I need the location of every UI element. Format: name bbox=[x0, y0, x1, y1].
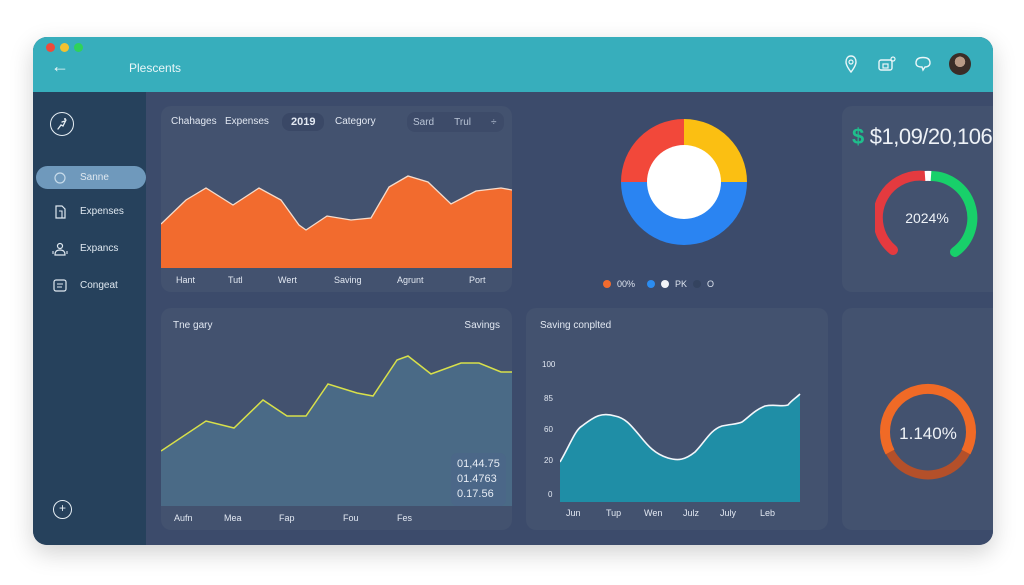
x-label: July bbox=[720, 508, 737, 518]
sidebar-item-sanne[interactable]: Sanne bbox=[36, 166, 146, 189]
balance-gauge bbox=[875, 170, 978, 257]
legend-label: PK bbox=[675, 279, 688, 289]
year-selector[interactable]: 2019 bbox=[282, 113, 325, 131]
dashboard-main: Chahages Expenses 2019 Category Sard Tru… bbox=[146, 92, 993, 545]
y-tick: 0 bbox=[548, 490, 553, 499]
y-tick: 60 bbox=[544, 425, 553, 434]
segment-sard[interactable]: Sard bbox=[413, 116, 435, 128]
sidebar-item-expancs[interactable]: Expancs bbox=[36, 237, 146, 260]
tooltip-line: 0.17.56 bbox=[457, 488, 494, 500]
savings-line-chart bbox=[161, 355, 512, 506]
tooltip-line: 01,44.75 bbox=[457, 458, 500, 470]
card-title: Saving conplted bbox=[540, 320, 612, 331]
plus-circle-icon[interactable]: + bbox=[53, 500, 72, 519]
document-icon bbox=[52, 204, 68, 219]
user-avatar[interactable] bbox=[949, 53, 971, 75]
tab-category[interactable]: Category bbox=[335, 116, 376, 127]
value-tooltip: 01,44.75 01.4763 0.17.56 bbox=[451, 453, 506, 506]
chat-bubble-icon[interactable] bbox=[913, 54, 933, 74]
x-label: Fap bbox=[279, 513, 295, 523]
category-donut-card: 00% PK O bbox=[561, 106, 811, 292]
progress-value: 1.140% bbox=[899, 424, 957, 443]
dollar-icon: $ bbox=[852, 124, 864, 149]
divide-icon[interactable]: ÷ bbox=[490, 116, 497, 128]
expenses-area-chart bbox=[161, 175, 512, 268]
balance-amount: $ $1,09/20,106 bbox=[852, 124, 993, 150]
y-tick: 85 bbox=[544, 394, 553, 403]
legend-dot-orange bbox=[603, 280, 611, 288]
x-label: Tup bbox=[606, 508, 622, 518]
runner-logo-icon[interactable] bbox=[50, 112, 74, 136]
x-label: Aufn bbox=[174, 513, 193, 523]
location-pin-icon[interactable] bbox=[841, 54, 861, 74]
x-label: Jun bbox=[566, 508, 581, 518]
segmented-control: Sard Trul ÷ bbox=[407, 112, 504, 132]
sidebar-item-expenses[interactable]: Expenses bbox=[36, 200, 146, 223]
saving-completed-area-chart bbox=[560, 393, 801, 502]
minimize-window-button[interactable] bbox=[60, 43, 69, 52]
sidebar: Sanne Expenses Expancs Congeat + bbox=[33, 92, 146, 545]
arrow-left-icon[interactable]: ← bbox=[51, 56, 69, 76]
x-label: Leb bbox=[760, 508, 776, 518]
gauge-value: 2024% bbox=[905, 210, 949, 226]
user-icon bbox=[52, 242, 68, 256]
sidebar-item-congeat[interactable]: Congeat bbox=[36, 274, 146, 297]
balance-card: $ $1,09/20,106 2024% bbox=[842, 106, 993, 292]
y-tick: 20 bbox=[544, 456, 553, 465]
legend-label: O bbox=[707, 279, 715, 289]
sidebar-item-label: Congeat bbox=[80, 280, 118, 291]
sidebar-item-label: Sanne bbox=[80, 172, 109, 183]
card-title: Tne gary bbox=[173, 320, 213, 331]
saving-completed-card: Saving conplted 100 85 60 20 0 Jun Tup W… bbox=[526, 308, 828, 530]
close-window-button[interactable] bbox=[46, 43, 55, 52]
smile-icon bbox=[52, 171, 68, 184]
balance-value: $1,09/20,106 bbox=[869, 124, 993, 149]
x-label: Saving bbox=[334, 275, 362, 285]
legend-dot-blue bbox=[647, 280, 656, 288]
app-window: ← Plescents Sanne bbox=[33, 37, 993, 545]
maximize-window-button[interactable] bbox=[74, 43, 83, 52]
x-label: Port bbox=[469, 275, 486, 285]
y-tick: 100 bbox=[542, 360, 556, 369]
tooltip-line: 01.4763 bbox=[457, 473, 497, 485]
sidebar-item-label: Expenses bbox=[80, 206, 124, 217]
legend-dot-dark bbox=[693, 280, 702, 288]
clipboard-icon bbox=[52, 279, 68, 292]
app-title: Plescents bbox=[129, 61, 182, 75]
x-label: Wen bbox=[644, 508, 663, 518]
x-label: Agrunt bbox=[397, 275, 424, 285]
savings-line-card: Tne gary Savings 01,44.75 01.4763 0.17.5… bbox=[161, 308, 512, 530]
tab-expenses[interactable]: Expenses bbox=[225, 116, 269, 127]
segment-trul[interactable]: Trul bbox=[454, 116, 471, 128]
expenses-chart-card: Chahages Expenses 2019 Category Sard Tru… bbox=[161, 106, 512, 292]
tab-chahages[interactable]: Chahages bbox=[171, 116, 217, 127]
donut-legend: 00% PK O bbox=[603, 279, 714, 289]
title-bar: ← Plescents bbox=[33, 37, 993, 92]
x-label: Wert bbox=[278, 275, 297, 285]
x-label: Fou bbox=[343, 513, 359, 523]
camera-badge-icon[interactable] bbox=[877, 54, 897, 74]
x-label: Tutl bbox=[228, 275, 243, 285]
category-donut-chart bbox=[621, 119, 747, 245]
x-label: Fes bbox=[397, 513, 413, 523]
card-right-label: Savings bbox=[464, 320, 500, 331]
header-actions bbox=[841, 53, 971, 75]
legend-dot-white bbox=[661, 280, 670, 288]
x-label: Julz bbox=[683, 508, 700, 518]
progress-gauge bbox=[880, 383, 976, 480]
sidebar-item-label: Expancs bbox=[80, 243, 119, 254]
x-label: Hant bbox=[176, 275, 196, 285]
legend-label: 00% bbox=[617, 279, 636, 289]
x-label: Mea bbox=[224, 513, 242, 523]
progress-card: 1.140% bbox=[842, 308, 993, 530]
